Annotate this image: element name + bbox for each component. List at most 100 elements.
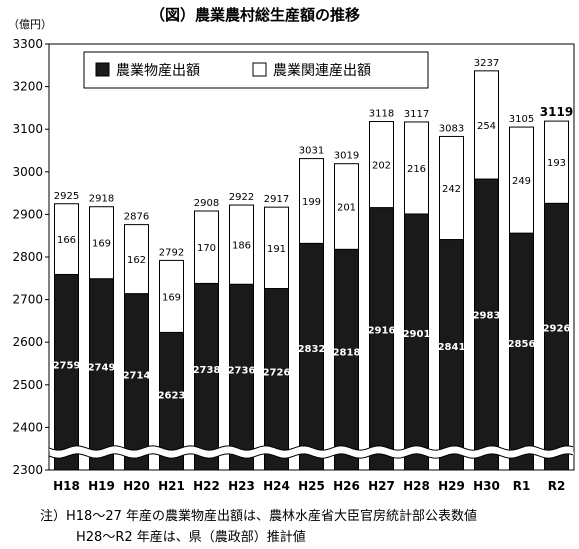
- data-label-farm-output: 2901: [403, 329, 431, 340]
- data-label-total: 3031: [299, 146, 324, 157]
- y-axis-unit: （億円）: [8, 18, 52, 31]
- bar-segment-farm-output: [474, 178, 499, 471]
- data-label-related-output: 216: [407, 164, 426, 175]
- bar-segment-related-output: [544, 120, 569, 204]
- bar-segment-farm-output: [439, 239, 464, 471]
- data-label-related-output: 170: [197, 243, 216, 254]
- legend-swatch-farm-output: [95, 62, 110, 77]
- data-label-related-output: 162: [127, 255, 146, 266]
- y-tick-label: 3000: [12, 165, 43, 179]
- bar-segment-farm-output: [509, 232, 534, 471]
- bar-segment-farm-output: [369, 207, 394, 471]
- bar-segment-farm-output: [229, 283, 254, 471]
- source-note-1: 注）H18～27 年産の農業物産出額は、農林水産省大臣官房統計部公表数値: [40, 509, 477, 524]
- x-tick-label: H25: [298, 479, 325, 493]
- data-label-related-output: 249: [512, 176, 531, 187]
- data-label-farm-output: 2841: [438, 342, 466, 353]
- x-tick-label: H19: [88, 479, 115, 493]
- y-tick-label: 2500: [12, 378, 43, 392]
- bar-segment-related-output: [194, 210, 219, 284]
- y-tick-label: 2800: [12, 250, 43, 264]
- data-label-related-output: 169: [92, 239, 111, 250]
- bar-segment-related-output: [509, 126, 534, 234]
- data-label-total: 2918: [89, 194, 114, 205]
- data-label-farm-output: 2759: [53, 360, 81, 371]
- bar-segment-related-output: [369, 121, 394, 209]
- y-tick-label: 3100: [12, 122, 43, 136]
- x-tick-label: H20: [123, 479, 150, 493]
- bar-segment-related-output: [264, 206, 289, 290]
- data-label-related-output: 186: [232, 241, 251, 252]
- data-label-farm-output: 2736: [228, 365, 256, 376]
- y-tick-label: 2300: [12, 463, 43, 477]
- bar-segment-farm-output: [299, 242, 324, 471]
- chart-title: （図）農業農村総生産額の推移: [150, 6, 361, 24]
- axis-break-line: [48, 453, 574, 459]
- bar-segment-farm-output: [194, 282, 219, 471]
- data-label-related-output: 254: [477, 121, 496, 132]
- bar-segment-farm-output: [334, 248, 359, 471]
- data-label-related-output: 199: [302, 197, 321, 208]
- data-label-total: 2917: [264, 194, 289, 205]
- legend-label-farm-output: 農業物産出額: [116, 63, 200, 79]
- bar-segment-related-output: [124, 224, 149, 295]
- data-label-farm-output: 2726: [263, 368, 291, 379]
- x-tick-label: H24: [263, 479, 290, 493]
- data-label-farm-output: 2818: [333, 347, 361, 358]
- bar-segment-farm-output: [544, 202, 569, 471]
- bar-segment-farm-output: [54, 273, 79, 471]
- data-label-total: 2925: [54, 191, 79, 202]
- data-label-total: 2908: [194, 198, 219, 209]
- x-tick-label: R2: [548, 479, 566, 493]
- x-tick-label: R1: [513, 479, 531, 493]
- bar-segment-farm-output: [159, 331, 184, 471]
- x-tick-label: H21: [158, 479, 185, 493]
- source-note-2: H28～R2 年産は、県（農政部）推計値: [76, 530, 306, 545]
- x-tick-label: H28: [403, 479, 430, 493]
- data-label-farm-output: 2714: [123, 370, 151, 381]
- y-tick-label: 2600: [12, 335, 43, 349]
- x-tick-label: H27: [368, 479, 395, 493]
- data-label-farm-output: 2916: [368, 326, 396, 337]
- data-label-related-output: 201: [337, 203, 356, 214]
- bar-segment-related-output: [474, 70, 499, 180]
- data-label-farm-output: 2749: [88, 363, 116, 374]
- bar-segment-farm-output: [404, 213, 429, 471]
- data-label-related-output: 193: [547, 158, 566, 169]
- bar-segment-related-output: [439, 135, 464, 241]
- bar-segment-related-output: [404, 121, 429, 215]
- y-tick-label: 3300: [12, 37, 43, 51]
- bar-segment-related-output: [334, 163, 359, 250]
- x-tick-label: H22: [193, 479, 220, 493]
- axis-break-line: [48, 445, 574, 451]
- data-label-farm-output: 2832: [298, 344, 326, 355]
- legend-label-related-output: 農業関連産出額: [273, 63, 371, 79]
- data-label-farm-output: 2623: [158, 390, 186, 401]
- x-tick-label: H30: [473, 479, 500, 493]
- data-label-total: 3119: [540, 105, 573, 119]
- data-label-total: 3019: [334, 151, 359, 162]
- data-label-related-output: 166: [57, 235, 76, 246]
- y-tick-label: 2900: [12, 207, 43, 221]
- bar-segment-related-output: [89, 206, 114, 280]
- data-label-total: 3105: [509, 114, 534, 125]
- y-tick-label: 2700: [12, 293, 43, 307]
- data-label-related-output: 169: [162, 292, 181, 303]
- x-tick-label: H26: [333, 479, 360, 493]
- y-tick-label: 3200: [12, 80, 43, 94]
- data-label-related-output: 191: [267, 244, 286, 255]
- x-tick-label: H18: [53, 479, 80, 493]
- bar-segment-farm-output: [89, 278, 114, 471]
- data-label-total: 2922: [229, 192, 254, 203]
- data-label-total: 3237: [474, 58, 499, 69]
- data-label-total: 2792: [159, 247, 184, 258]
- bar-segment-related-output: [299, 158, 324, 244]
- data-label-farm-output: 2738: [193, 365, 221, 376]
- bar-segment-farm-output: [264, 288, 289, 471]
- y-tick-label: 2400: [12, 420, 43, 434]
- data-label-related-output: 242: [442, 184, 461, 195]
- data-label-total: 3118: [369, 109, 394, 120]
- bar-segment-related-output: [229, 204, 254, 285]
- data-label-total: 3083: [439, 123, 464, 134]
